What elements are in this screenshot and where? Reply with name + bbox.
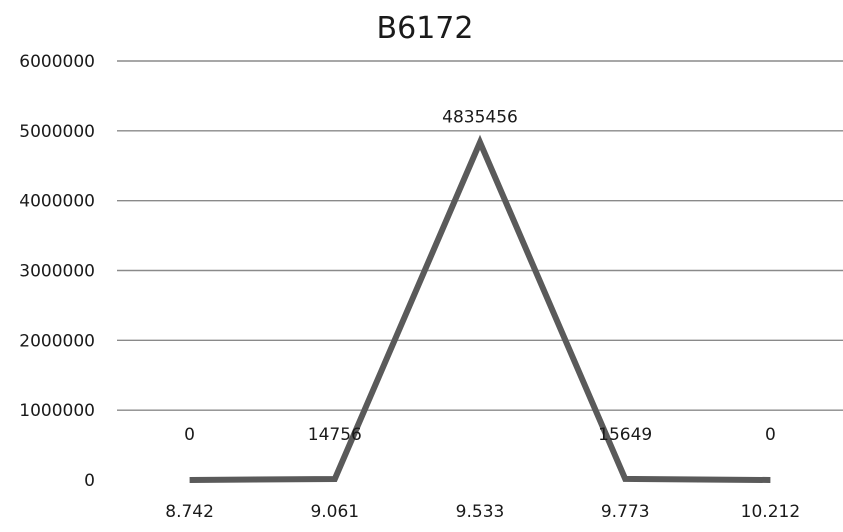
data-label: 4835456	[442, 107, 518, 127]
x-tick-label: 8.742	[165, 502, 214, 522]
x-tick-label: 9.533	[456, 502, 505, 522]
y-tick-label: 2000000	[19, 331, 95, 351]
x-axis-ticks: 8.742 9.061 9.533 9.773 10.212	[165, 502, 800, 522]
y-tick-label: 6000000	[19, 52, 95, 72]
y-tick-label: 5000000	[19, 122, 95, 142]
y-tick-label: 1000000	[19, 401, 95, 421]
x-tick-label: 9.773	[601, 502, 650, 522]
data-label: 0	[184, 425, 195, 445]
series-line	[190, 142, 771, 480]
data-label: 15649	[598, 425, 652, 445]
y-tick-label: 3000000	[19, 262, 95, 282]
x-tick-label: 10.212	[741, 502, 800, 522]
chart-title: B6172	[377, 11, 474, 46]
y-axis-ticks: 0 1000000 2000000 3000000 4000000 5000000 6000…	[19, 52, 95, 491]
y-tick-label: 4000000	[19, 192, 95, 212]
y-tick-label: 0	[84, 471, 95, 491]
series-layer	[190, 142, 771, 480]
x-tick-label: 9.061	[310, 502, 359, 522]
data-label: 14756	[308, 425, 362, 445]
data-labels: 0 14756 4835456 15649 0	[184, 107, 776, 445]
data-label: 0	[765, 425, 776, 445]
